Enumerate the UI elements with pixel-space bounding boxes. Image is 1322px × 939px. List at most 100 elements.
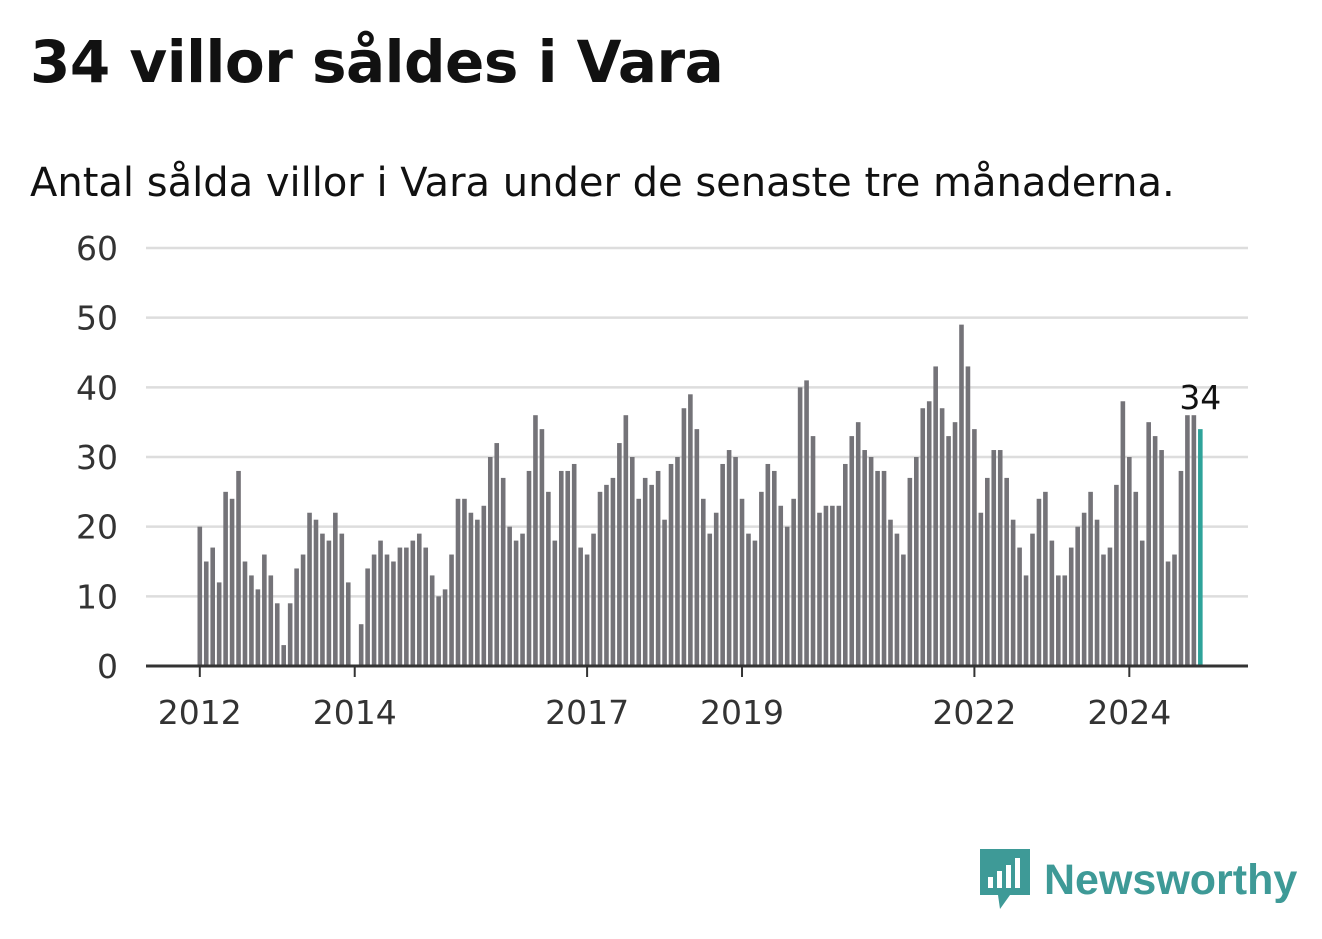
- bar: [1094, 519, 1100, 666]
- bar: [1062, 575, 1068, 666]
- newsworthy-logo-icon: [980, 849, 1030, 909]
- bar: [623, 415, 629, 666]
- bar: [881, 470, 887, 666]
- bar: [520, 533, 525, 666]
- bar: [700, 498, 706, 666]
- bar: [1178, 470, 1184, 666]
- bar: [733, 457, 738, 666]
- bar: [558, 470, 564, 666]
- bar: [985, 477, 990, 666]
- bar: [797, 387, 803, 666]
- y-tick-label: 50: [76, 299, 118, 338]
- bar: [436, 596, 441, 666]
- x-tick-label: 2017: [545, 693, 629, 732]
- bar: [345, 582, 351, 666]
- bar: [726, 450, 732, 666]
- bar: [1030, 533, 1035, 666]
- bar: [901, 554, 906, 666]
- bar: [868, 457, 874, 666]
- bar: [952, 422, 958, 666]
- bar: [849, 436, 855, 666]
- bar: [810, 436, 816, 666]
- bar: [475, 519, 480, 666]
- bar: [371, 554, 377, 666]
- bar: [1185, 415, 1190, 666]
- bar: [739, 498, 745, 666]
- bar: [1191, 415, 1197, 666]
- bar: [765, 463, 771, 666]
- bar: [539, 429, 545, 666]
- bar: [429, 575, 435, 666]
- bar: [888, 519, 893, 666]
- bar: [294, 568, 299, 666]
- chart-subtitle: Antal sålda villor i Vara under de senas…: [30, 160, 1175, 206]
- bar: [920, 408, 926, 666]
- bar: [1088, 491, 1093, 666]
- x-tick-label: 2022: [932, 693, 1016, 732]
- bar: [249, 575, 254, 666]
- bar: [1139, 540, 1145, 666]
- bar: [423, 547, 429, 666]
- bar: [823, 505, 829, 666]
- bar: [855, 422, 861, 666]
- y-tick-label: 10: [76, 577, 118, 616]
- bar: [468, 512, 474, 666]
- bar: [552, 540, 558, 666]
- bar: [1043, 491, 1048, 666]
- bar: [442, 589, 448, 666]
- bar: [926, 401, 932, 666]
- bar: [830, 505, 835, 666]
- bar: [778, 505, 784, 666]
- y-tick-label: 40: [76, 368, 118, 407]
- bar: [1133, 491, 1139, 666]
- bar: [617, 443, 622, 666]
- x-tick-label: 2012: [158, 693, 242, 732]
- bar: [914, 457, 919, 666]
- bar: [991, 450, 997, 666]
- bar: [565, 470, 571, 666]
- bars: [197, 324, 1203, 666]
- bar: [746, 533, 751, 666]
- bar: [933, 366, 938, 666]
- brand-logo: Newsworthy: [980, 848, 1297, 912]
- bar: [597, 491, 603, 666]
- bar: [1010, 519, 1016, 666]
- bar: [610, 477, 616, 666]
- bar: [946, 436, 951, 666]
- bar: [1075, 526, 1080, 666]
- bar: [481, 505, 487, 666]
- bar: [1146, 422, 1151, 666]
- latest-value-label: 34: [1179, 378, 1221, 417]
- bar: [752, 540, 758, 666]
- bar: [242, 561, 248, 666]
- annotations: 34: [1179, 378, 1221, 417]
- bar: [817, 512, 822, 666]
- x-axis-labels: 2012 2014 2017 2019 2022 2024: [158, 693, 1172, 732]
- bar: [836, 505, 842, 666]
- bar: [894, 533, 900, 666]
- bar: [378, 540, 383, 666]
- bar: [281, 645, 287, 666]
- bar: [1004, 477, 1009, 666]
- bar: [1049, 540, 1055, 666]
- bar: [268, 575, 274, 666]
- chart-title: 34 villor såldes i Vara: [30, 28, 724, 96]
- bar: [339, 533, 345, 666]
- bar: [358, 624, 364, 666]
- bar: [771, 470, 777, 666]
- bar: [662, 519, 667, 666]
- y-tick-label: 0: [97, 647, 118, 686]
- bar: [404, 547, 409, 666]
- bar: [655, 470, 661, 666]
- y-tick-label: 20: [76, 508, 118, 547]
- bar: [759, 491, 764, 666]
- x-tick-label: 2019: [700, 693, 784, 732]
- bar: [875, 470, 880, 666]
- bar: [526, 470, 532, 666]
- bar: [546, 491, 551, 666]
- bar: [784, 526, 790, 666]
- bar: [843, 463, 848, 666]
- bar: [584, 554, 590, 666]
- bar: [494, 443, 500, 666]
- bar: [997, 450, 1003, 666]
